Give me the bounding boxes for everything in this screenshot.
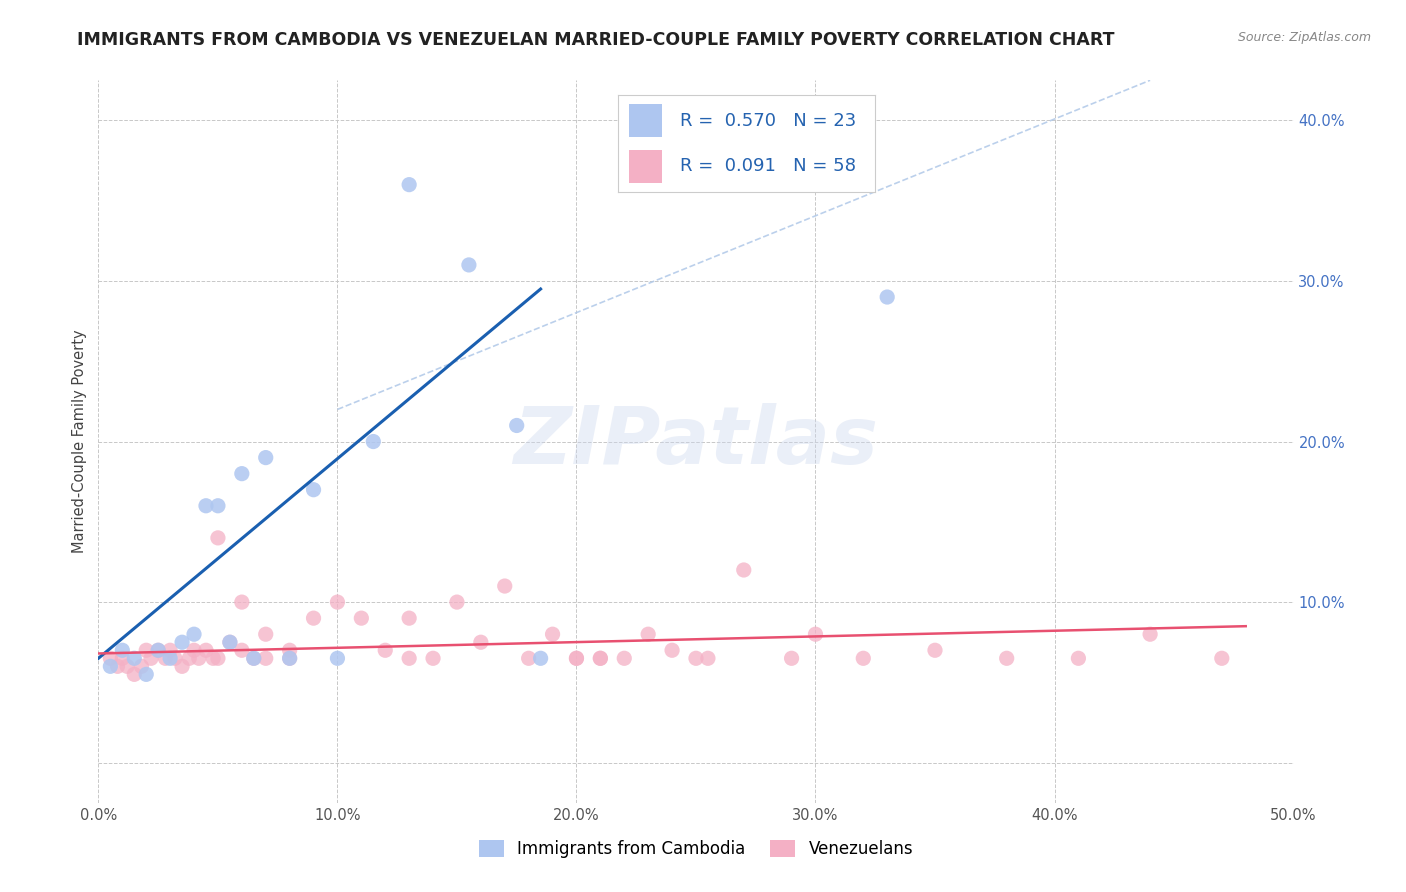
Point	[148, 643, 170, 657]
Point	[172, 659, 194, 673]
Point	[107, 659, 129, 673]
Point	[254, 651, 277, 665]
Y-axis label: Married-Couple Family Poverty: Married-Couple Family Poverty	[72, 330, 87, 553]
Point	[254, 627, 277, 641]
Point	[398, 178, 420, 192]
Point	[1139, 627, 1161, 641]
Point	[163, 651, 186, 665]
Point	[187, 651, 209, 665]
Point	[139, 651, 162, 665]
Point	[183, 643, 205, 657]
Point	[159, 651, 181, 665]
Point	[350, 611, 373, 625]
Point	[326, 651, 349, 665]
Point	[231, 467, 253, 481]
Point	[697, 651, 720, 665]
Point	[565, 651, 588, 665]
Point	[172, 635, 194, 649]
Point	[613, 651, 636, 665]
Text: ZIPatlas: ZIPatlas	[513, 402, 879, 481]
Point	[374, 643, 396, 657]
Point	[589, 651, 612, 665]
Point	[517, 651, 540, 665]
Point	[98, 651, 122, 665]
Point	[124, 667, 146, 681]
Point	[422, 651, 444, 665]
Point	[326, 595, 349, 609]
Point	[207, 499, 229, 513]
Point	[254, 450, 277, 465]
Point	[494, 579, 516, 593]
Point	[780, 651, 803, 665]
Point	[685, 651, 707, 665]
Point	[924, 643, 946, 657]
Point	[446, 595, 468, 609]
Point	[148, 643, 170, 657]
Point	[278, 651, 301, 665]
Point	[506, 418, 529, 433]
Point	[637, 627, 659, 641]
Point	[207, 531, 229, 545]
Point	[302, 611, 325, 625]
Point	[195, 643, 218, 657]
Point	[398, 651, 420, 665]
Point	[1211, 651, 1233, 665]
Point	[183, 627, 205, 641]
Point	[363, 434, 385, 449]
Point	[219, 635, 242, 649]
Point	[530, 651, 553, 665]
Point	[278, 651, 301, 665]
Point	[195, 499, 218, 513]
Point	[124, 651, 146, 665]
Point	[202, 651, 225, 665]
Text: Source: ZipAtlas.com: Source: ZipAtlas.com	[1237, 31, 1371, 45]
Point	[155, 651, 177, 665]
Point	[219, 635, 242, 649]
Point	[589, 651, 612, 665]
Point	[111, 643, 134, 657]
Point	[302, 483, 325, 497]
Point	[458, 258, 481, 272]
Point	[470, 635, 492, 649]
Point	[115, 659, 138, 673]
Point	[876, 290, 898, 304]
Point	[278, 643, 301, 657]
Point	[804, 627, 827, 641]
Point	[111, 651, 134, 665]
Point	[243, 651, 266, 665]
Point	[231, 643, 253, 657]
Point	[541, 627, 564, 641]
Point	[243, 651, 266, 665]
Point	[733, 563, 755, 577]
Point	[995, 651, 1018, 665]
Point	[207, 651, 229, 665]
Point	[179, 651, 201, 665]
Legend: Immigrants from Cambodia, Venezuelans: Immigrants from Cambodia, Venezuelans	[471, 832, 921, 867]
Point	[98, 659, 122, 673]
Point	[1067, 651, 1090, 665]
Point	[231, 595, 253, 609]
Text: IMMIGRANTS FROM CAMBODIA VS VENEZUELAN MARRIED-COUPLE FAMILY POVERTY CORRELATION: IMMIGRANTS FROM CAMBODIA VS VENEZUELAN M…	[77, 31, 1115, 49]
Point	[661, 643, 683, 657]
Point	[135, 667, 157, 681]
Point	[852, 651, 875, 665]
Point	[159, 643, 181, 657]
Point	[131, 659, 153, 673]
Point	[135, 643, 157, 657]
Point	[398, 611, 420, 625]
Point	[565, 651, 588, 665]
